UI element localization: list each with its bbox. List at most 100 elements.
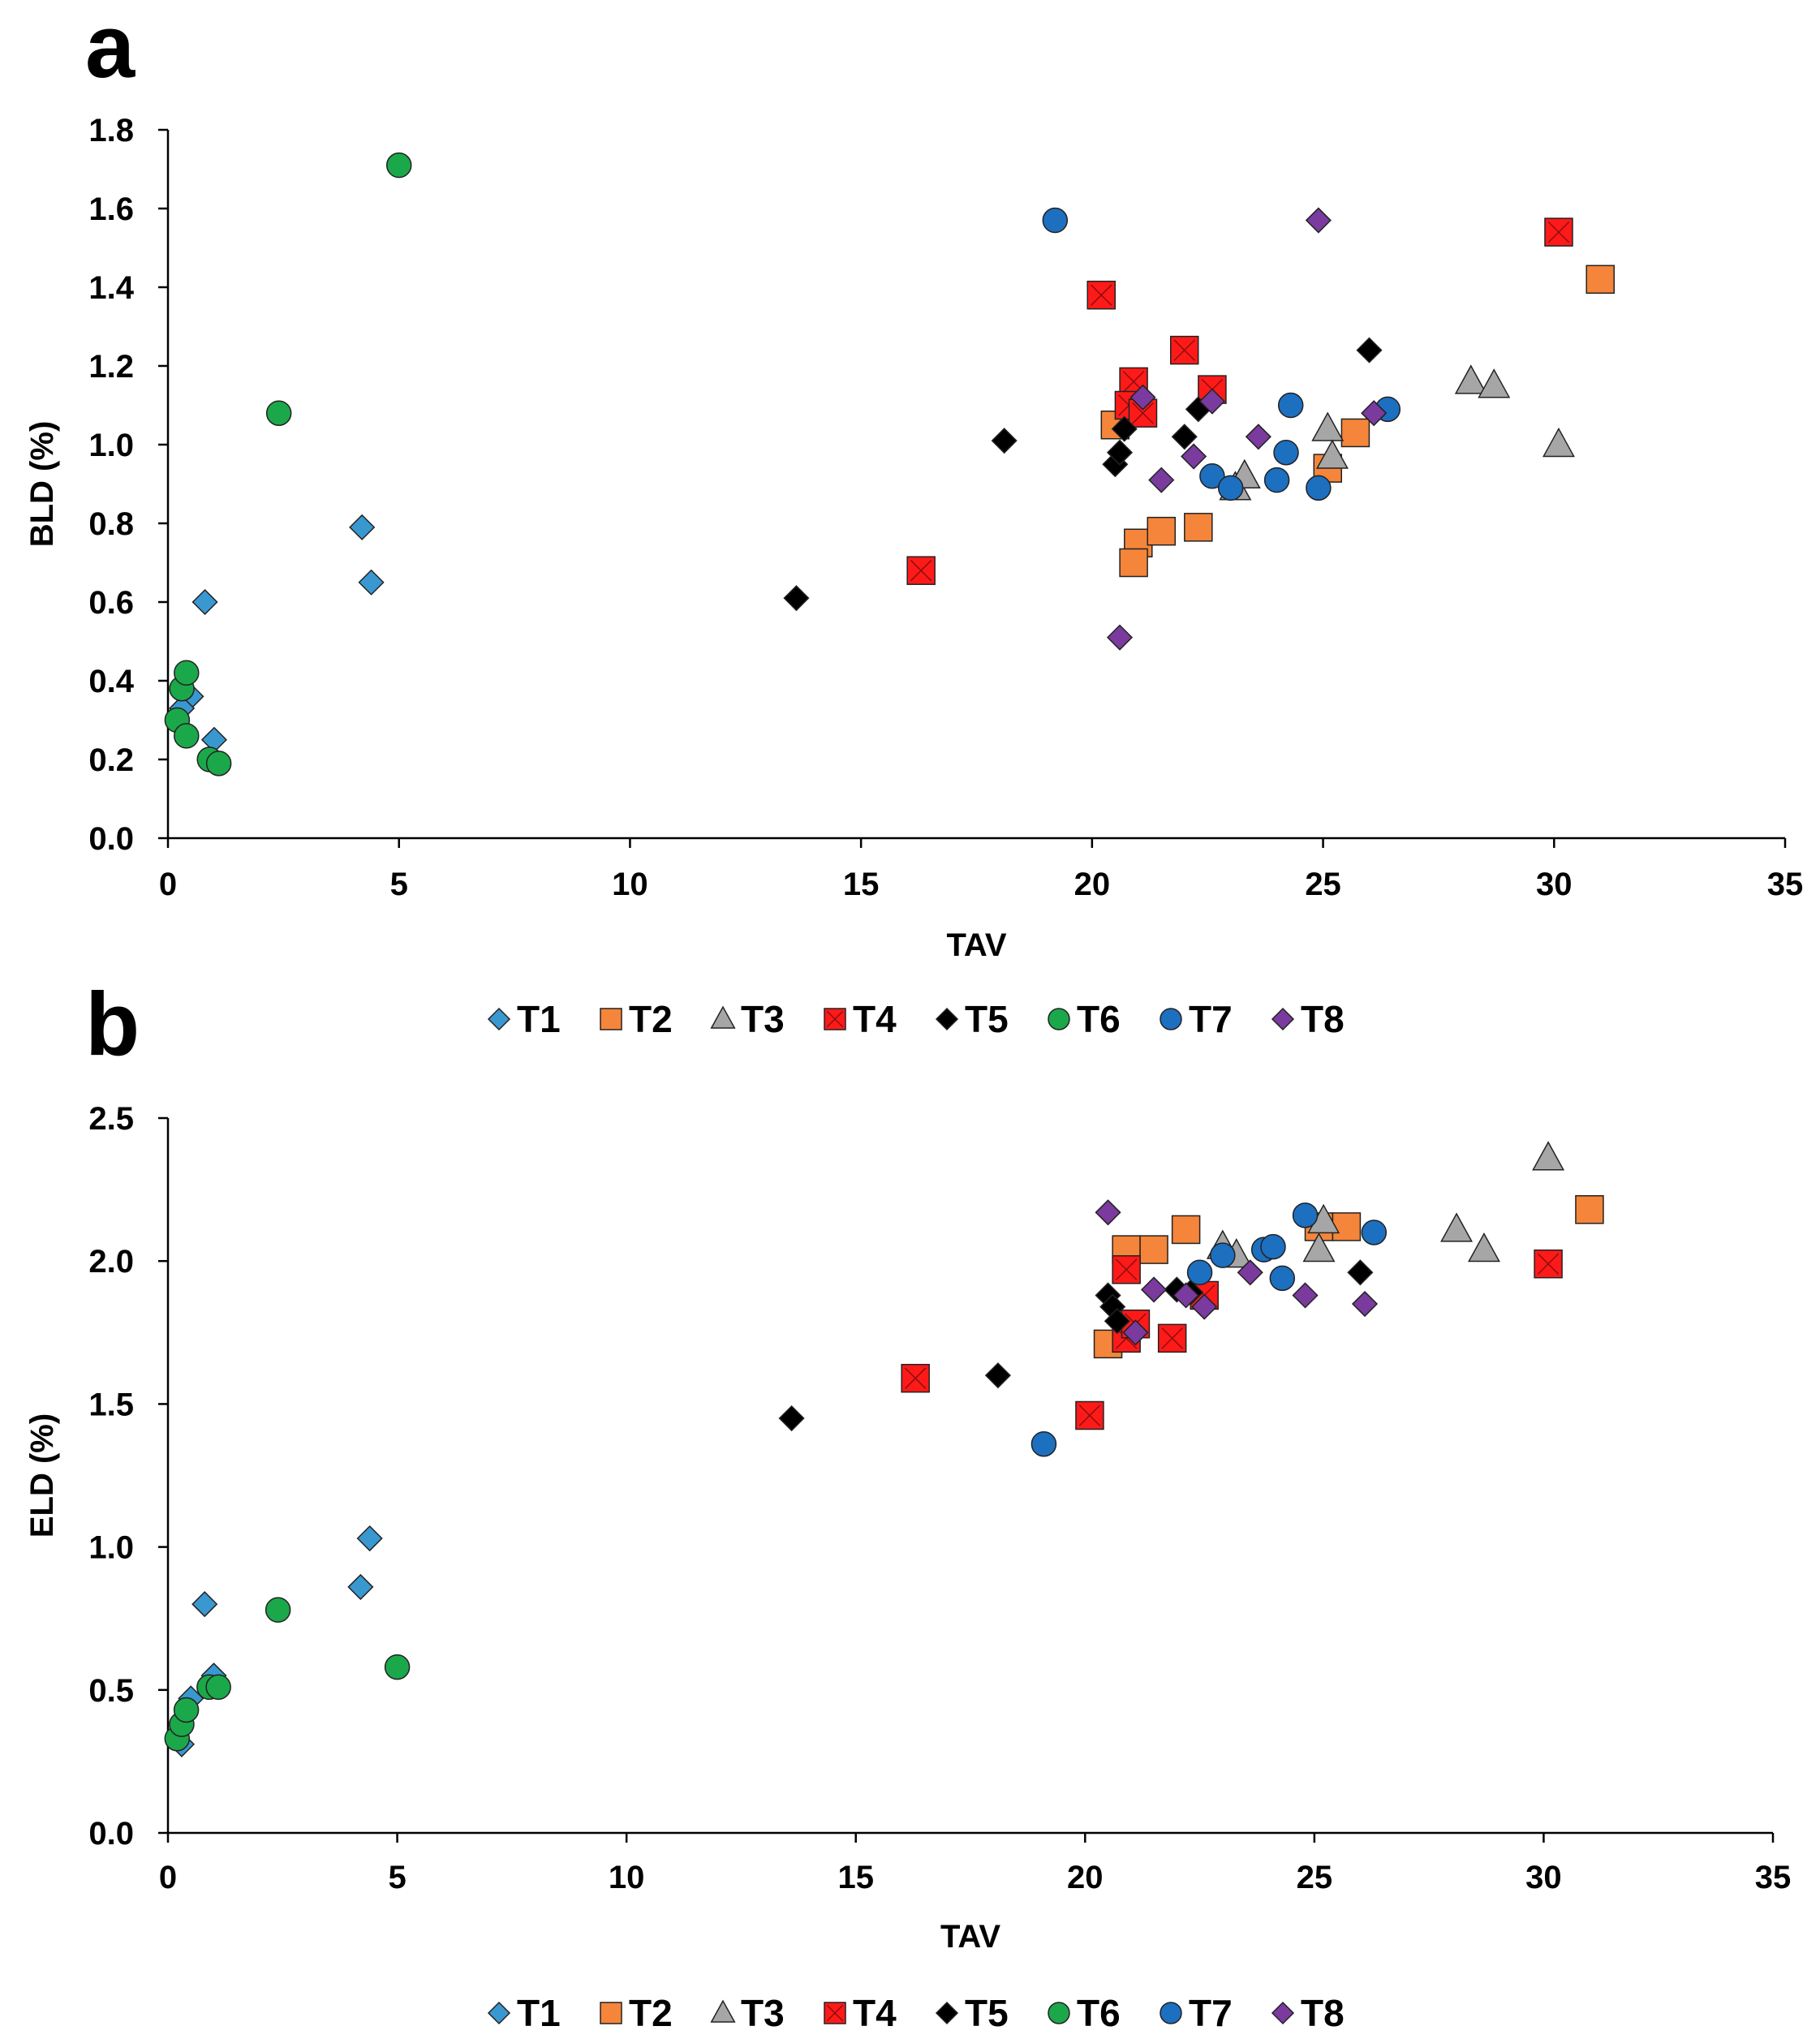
- legend-marker: [600, 1008, 622, 1030]
- y-axis-title: BLD (%): [24, 421, 60, 548]
- data-point: [1361, 400, 1388, 427]
- data-point: [1112, 1255, 1141, 1284]
- data-point: [358, 569, 385, 596]
- data-point: [1217, 475, 1244, 501]
- legend-marker: [935, 2001, 959, 2025]
- data-point: [356, 1525, 383, 1552]
- data-point: [1181, 443, 1207, 470]
- legend-item-t7: T7: [1160, 998, 1233, 1040]
- data-point: [1104, 1308, 1130, 1335]
- y-tick-label: 1.0: [88, 428, 134, 463]
- x-tick-label: 0: [159, 1860, 177, 1895]
- data-point: [1169, 335, 1199, 365]
- legend-item-t6: T6: [1048, 1992, 1121, 2034]
- series-t7: [1042, 207, 1401, 501]
- legend-label: T8: [1301, 998, 1345, 1040]
- data-point: [173, 1697, 200, 1723]
- data-point: [1532, 1141, 1565, 1171]
- series-t1: [168, 1525, 383, 1757]
- data-point: [906, 556, 936, 585]
- data-point: [1139, 1235, 1168, 1264]
- legend-marker: [1271, 1007, 1295, 1031]
- data-point: [1191, 1293, 1218, 1320]
- legend-b: T1 T2 T3 T4 T5 T6 T7 T8: [487, 1992, 1345, 2034]
- data-point: [385, 152, 412, 179]
- data-point: [1106, 439, 1134, 466]
- legend-item-t6: T6: [1048, 998, 1121, 1040]
- panel-b: 0.0 0.5 1.0 1.5 2.0 2.5 0 5 10 15 20 25 30 35 TAV ELD (…: [24, 1101, 1791, 1955]
- y-tick-label: 1.6: [88, 191, 134, 227]
- data-point: [1311, 411, 1345, 441]
- data-point: [1157, 1323, 1187, 1353]
- data-point: [1210, 1242, 1236, 1268]
- data-point: [1171, 424, 1198, 450]
- y-tick-label: 0.8: [88, 506, 134, 542]
- data-point: [1042, 207, 1069, 234]
- data-point: [1292, 1202, 1319, 1228]
- data-point: [1119, 548, 1148, 578]
- legend-marker: [487, 2001, 511, 2025]
- series-t1: [169, 514, 385, 753]
- data-point: [347, 1573, 374, 1600]
- x-tick-label: 10: [612, 867, 648, 902]
- legend-label: T8: [1301, 1992, 1345, 2034]
- data-point: [1122, 1319, 1149, 1346]
- data-point: [1440, 1212, 1474, 1242]
- x-tick-label: 30: [1525, 1860, 1562, 1895]
- legend-a: T1 T2 T3 T4 T5 T6 T7 T8: [487, 998, 1345, 1040]
- panel-label-b: b: [85, 974, 140, 1074]
- data-point: [1542, 427, 1575, 458]
- series-t7: [1030, 1202, 1388, 1457]
- legend-marker: [1160, 1008, 1182, 1030]
- legend-label: T2: [629, 998, 673, 1040]
- y-tick-label: 1.0: [88, 1530, 134, 1566]
- y-tick-label: 1.2: [88, 349, 134, 385]
- legend-label: T5: [965, 1992, 1009, 2034]
- data-point: [1184, 513, 1213, 542]
- y-tick-label: 1.4: [88, 270, 134, 306]
- data-point: [1277, 392, 1304, 419]
- series-t2: [1100, 265, 1615, 578]
- data-point: [1140, 1276, 1168, 1303]
- y-tick-label: 2.0: [88, 1244, 134, 1280]
- x-tick-label: 20: [1074, 867, 1111, 902]
- x-tick-label: 15: [837, 1860, 874, 1895]
- data-point: [1111, 415, 1138, 442]
- data-point: [1263, 467, 1290, 493]
- y-tick-label: 0.2: [88, 742, 134, 778]
- x-tick-label: 20: [1067, 1860, 1104, 1895]
- legend-label: T4: [853, 998, 897, 1040]
- data-point: [783, 585, 810, 612]
- data-point: [1260, 1233, 1286, 1260]
- legend-item-t5: T5: [935, 998, 1009, 1040]
- legend-label: T6: [1077, 998, 1121, 1040]
- data-point: [1269, 1265, 1296, 1292]
- data-point: [1586, 265, 1615, 295]
- data-point: [984, 1362, 1011, 1389]
- data-point: [1544, 217, 1573, 247]
- data-point: [1306, 475, 1332, 501]
- legend-item-t7: T7: [1160, 1992, 1233, 2034]
- series-t4: [906, 217, 1573, 585]
- data-point: [1106, 624, 1134, 651]
- legend-marker: [1048, 1008, 1070, 1030]
- data-point: [1302, 1232, 1336, 1263]
- data-point: [1340, 418, 1370, 448]
- x-tick-label: 35: [1755, 1860, 1792, 1895]
- legend-marker: [1271, 2001, 1295, 2025]
- legend-item-t4: T4: [824, 998, 897, 1040]
- data-point: [1347, 1259, 1374, 1286]
- data-point: [1186, 1259, 1213, 1286]
- legend-item-t4: T4: [824, 1992, 897, 2034]
- data-point: [1361, 1220, 1388, 1245]
- data-point: [1332, 1212, 1362, 1241]
- legend-item-t1: T1: [487, 1992, 561, 2034]
- legend-marker: [487, 1007, 511, 1031]
- x-tick-label: 35: [1767, 867, 1804, 902]
- x-tick-label: 25: [1297, 1860, 1333, 1895]
- data-point: [205, 1674, 231, 1701]
- data-point: [1148, 467, 1175, 493]
- series-t4: [901, 1249, 1563, 1430]
